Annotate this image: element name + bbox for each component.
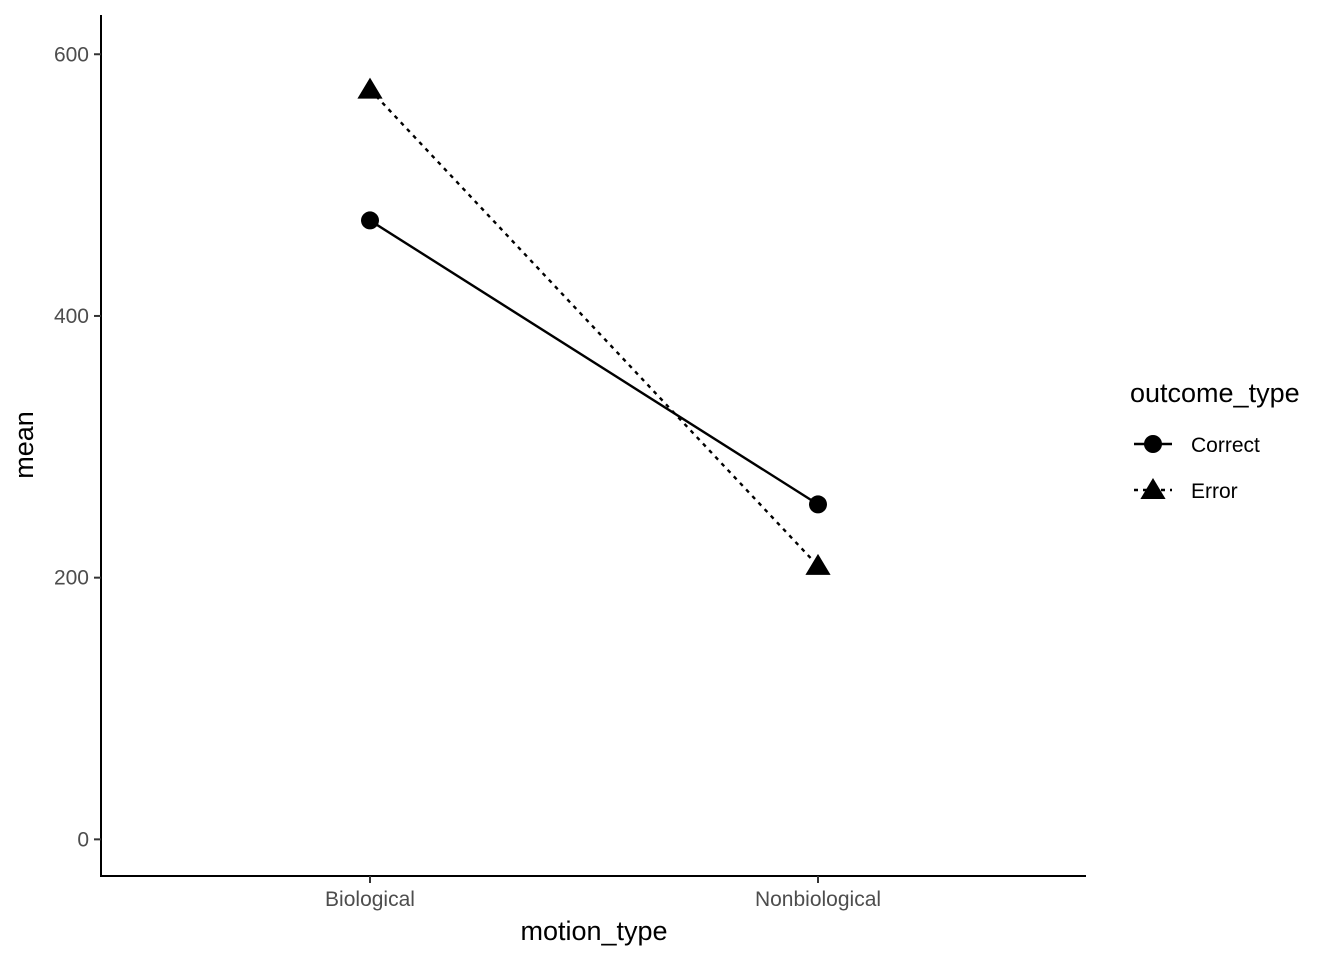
legend-key-triangle-icon — [1140, 478, 1166, 499]
legend-key-circle-icon — [1144, 435, 1162, 453]
data-point-error — [357, 77, 383, 99]
legend-label: Error — [1191, 480, 1238, 503]
y-tick-label: 200 — [54, 567, 89, 590]
y-axis-title: mean — [9, 411, 39, 479]
x-axis-title: motion_type — [520, 916, 667, 946]
data-point-correct — [809, 495, 827, 514]
legend-items: Correct Error — [1134, 434, 1260, 503]
data-point-error — [805, 553, 831, 575]
y-tick-label: 600 — [54, 43, 89, 66]
legend: outcome_type Correct Error — [1130, 378, 1300, 503]
series-line-correct — [369, 219, 819, 506]
series-error — [357, 77, 831, 575]
legend-title: outcome_type — [1130, 378, 1300, 408]
legend-item-correct: Correct — [1134, 434, 1260, 457]
legend-label: Correct — [1191, 434, 1260, 457]
y-tick-label: 0 — [77, 828, 89, 851]
x-axis-ticks: Biological Nonbiological — [325, 876, 881, 911]
series-correct — [361, 211, 827, 514]
data-point-correct — [361, 211, 379, 230]
y-axis-ticks: 0 200 400 600 — [54, 43, 101, 851]
series-line-error — [369, 88, 819, 567]
plot-marks — [357, 77, 831, 575]
x-tick-label: Nonbiological — [755, 888, 881, 911]
legend-item-error: Error — [1134, 478, 1238, 503]
y-tick-label: 400 — [54, 305, 89, 328]
x-tick-label: Biological — [325, 888, 415, 911]
